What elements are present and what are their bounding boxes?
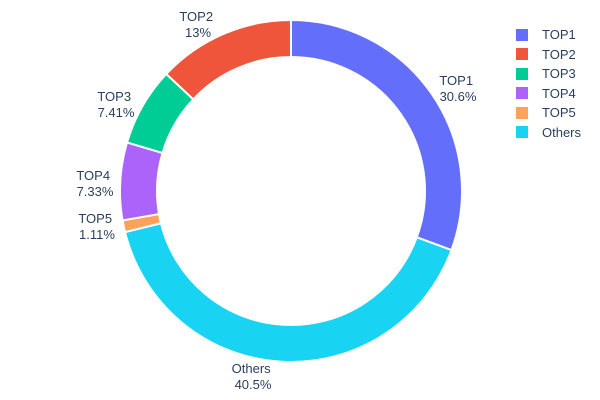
legend: TOP1 TOP2 TOP3 TOP4 TOP5 Others (516, 25, 581, 142)
legend-label-top5: TOP5 (542, 105, 576, 120)
slice-label-top3: TOP3 7.41% (97, 89, 135, 120)
legend-item-top3[interactable]: TOP3 (516, 64, 581, 84)
legend-swatch-top5 (516, 106, 528, 119)
legend-swatch-top4 (516, 87, 528, 100)
pie-slice-others[interactable] (123, 222, 453, 363)
pie-slice-top1[interactable] (290, 18, 463, 252)
legend-label-top3: TOP3 (542, 66, 576, 81)
legend-item-top2[interactable]: TOP2 (516, 45, 581, 65)
legend-swatch-top1 (516, 28, 528, 41)
slice-label-top2: TOP2 13% (179, 9, 216, 40)
legend-item-top5[interactable]: TOP5 (516, 103, 581, 123)
slice-label-top5: TOP5 1.11% (78, 211, 115, 242)
legend-item-top4[interactable]: TOP4 (516, 84, 581, 104)
pie-slices (118, 18, 463, 363)
slice-label-top1: TOP1 30.6% (439, 73, 477, 104)
legend-swatch-top2 (516, 48, 528, 61)
legend-item-top1[interactable]: TOP1 (516, 25, 581, 45)
legend-item-others[interactable]: Others (516, 123, 581, 143)
pie-slice-top4[interactable] (118, 141, 164, 222)
legend-label-top4: TOP4 (542, 85, 576, 101)
legend-swatch-top3 (516, 67, 528, 80)
legend-label-others: Others (542, 124, 582, 140)
legend-label-top2: TOP2 (542, 46, 576, 62)
legend-label-top1: TOP1 (542, 27, 576, 42)
legend-swatch-others (516, 126, 528, 139)
pie-slice-top2[interactable] (164, 18, 292, 101)
slice-label-others: Others 40.5% (232, 361, 275, 392)
slice-label-top4: TOP4 7.33% (76, 168, 114, 199)
